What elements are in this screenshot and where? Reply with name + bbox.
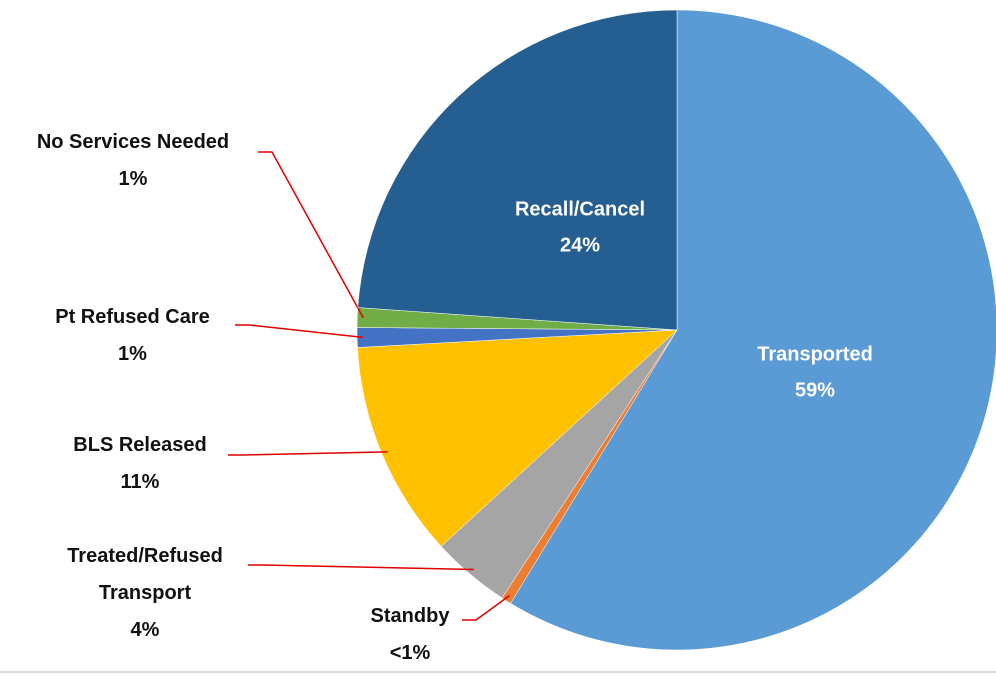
- slice-label-box: Pt Refused Care 1%: [10, 299, 255, 373]
- pie-slice: [510, 9, 996, 651]
- slice-value: 4%: [130, 619, 160, 641]
- slice-label-box: Treated/Refused Transport 4%: [35, 538, 255, 649]
- leader-line: [258, 151, 364, 319]
- leader-line: [235, 324, 364, 339]
- leader-line: [248, 564, 474, 571]
- slice-value: 1%: [118, 168, 148, 190]
- slice-label: Recall/Cancel: [515, 198, 645, 220]
- slice-label: Pt Refused Care: [55, 306, 210, 328]
- slice-value: 24%: [560, 234, 600, 256]
- pie-slice: [357, 9, 678, 331]
- slice-label: No Services Needed: [36, 131, 230, 153]
- leader-line: [228, 451, 388, 456]
- slice-value: 59%: [795, 379, 835, 401]
- slice-value: 11%: [120, 471, 160, 493]
- pie-slice: [357, 329, 678, 547]
- slice-label: Standby: [370, 605, 450, 627]
- slice-label: BLS Released: [73, 434, 207, 456]
- slice-value: <1%: [389, 642, 431, 664]
- slice-value: 1%: [118, 343, 147, 365]
- slice-label-box: BLS Released 11%: [40, 427, 240, 501]
- leader-line: [462, 594, 510, 621]
- slice-label: Transported: [757, 343, 873, 365]
- slice-label-box: Standby <1%: [350, 598, 470, 672]
- slice-label: Treated/Refused Transport: [67, 545, 223, 604]
- slice-label-box: No Services Needed 1%: [0, 124, 266, 198]
